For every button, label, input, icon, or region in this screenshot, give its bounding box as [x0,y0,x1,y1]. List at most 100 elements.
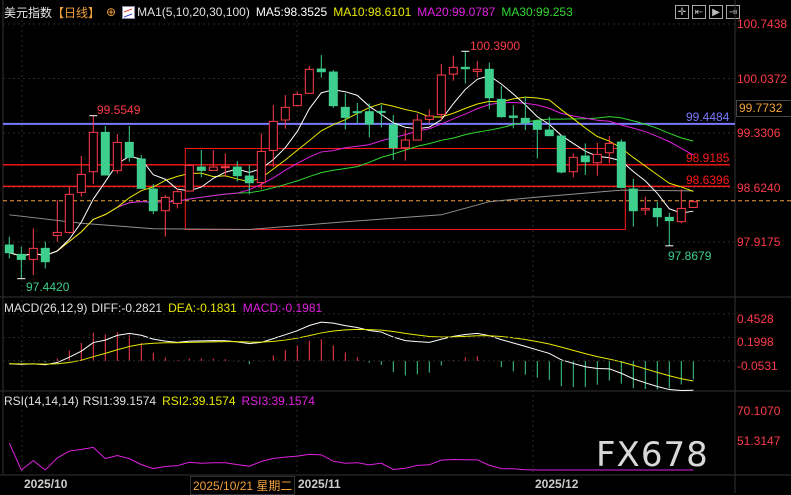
candle [16,253,26,260]
rsi-legend: RSI(14,14,14) RSI1:39.1574 RSI2:39.1574 … [4,394,315,408]
price-axis-label: 99.3306 [737,126,781,140]
candle [448,66,458,75]
date-label-oct: 2025/10 [24,477,68,491]
rsi-axis-label: 51.3147 [737,434,781,448]
move-end-icon[interactable]: ⇥ [726,5,740,19]
ma20-line [9,102,694,257]
candle [4,244,14,254]
period-label[interactable]: 【日线】 [52,5,101,20]
candle [280,106,290,121]
candle [640,207,650,211]
candle [184,164,194,192]
candle [352,111,362,114]
candle [196,166,206,171]
candle [556,135,566,173]
macd-axis-label: 0.1998 [737,335,774,349]
rsi2-value: RSI2:39.1574 [162,394,236,408]
candle [208,166,218,171]
candle [460,66,470,70]
macd-diff: DIFF:-0.2821 [91,301,163,315]
candle [652,207,662,218]
candle [436,74,446,115]
candle [292,93,302,107]
candle [112,141,122,172]
low-annotation: 97.4420 [26,280,70,294]
candle [520,117,530,124]
red-line-label: 98.6396 [686,173,730,187]
ma5-line [9,75,694,257]
add-icon[interactable]: ⊕ [106,5,117,19]
macd-name: MACD(26,12,9) [4,301,88,315]
candle [604,142,614,154]
candle [304,68,314,94]
price-axis-label: 98.6240 [737,181,781,195]
candle [268,120,278,151]
chart-toolbar: ✛ ⇤ ▶ ⇥ [675,5,740,19]
candle [64,193,74,233]
candle [688,201,698,208]
candle [568,156,578,173]
candle [172,191,182,204]
macd-dea-line [9,328,694,382]
macd-value: MACD:-0.1981 [242,301,323,315]
candle [244,175,254,184]
candle [28,247,38,260]
candle [592,153,602,164]
candle [256,150,266,183]
macd-legend: MACD(26,12,9) DIFF:-0.2821 DEA:-0.1831 M… [4,301,322,315]
high-annotation: 99.5549 [97,103,141,117]
macd-dea: DEA:-0.1831 [168,301,237,315]
ma10-value: MA10:98.6101 [333,5,412,19]
candle [472,68,482,72]
crosshair-icon[interactable]: ✛ [675,5,689,19]
move-left-icon[interactable]: ⇤ [692,5,706,19]
candle [88,131,98,173]
candle [124,141,134,158]
date-label-dec: 2025/12 [535,477,579,491]
macd-diff-line [9,321,694,391]
ma10-line [9,96,694,257]
candle [136,158,146,189]
candle [316,68,326,73]
candle [160,196,170,212]
candle [340,106,350,118]
candle [676,207,686,223]
macd-axis-label: -0.0531 [737,359,778,373]
peak-annotation: 100.3900 [470,39,521,53]
candle [580,155,590,163]
rsi-line [8,442,694,471]
instrument-title: 美元指数 [4,5,53,20]
candle [544,129,554,137]
recent-low-annotation: 97.8679 [668,249,712,263]
macd-axis-label: 0.4528 [737,312,774,326]
candle [628,188,638,212]
candle [364,111,374,125]
candle [616,141,626,188]
chart-header: 美元指数 【日线】 ⊕ MA1(5,10,20,30,100) MA5:98.3… [4,4,573,20]
candle [76,173,86,193]
price-axis-label: 100.0372 [737,72,788,86]
blue-line-label: 99.4484 [686,110,730,124]
candle [100,131,110,176]
candle [148,188,158,212]
candle [424,115,434,120]
price-axis-label: 97.9175 [737,235,781,249]
ma5-value: MA5:98.3525 [255,5,328,19]
ma20-value: MA20:99.0787 [417,5,496,19]
rsi-name: RSI(14,14,14) [4,394,79,408]
red-line-label: 98.9185 [686,151,730,165]
ma100-line [9,189,694,230]
candle [40,247,50,263]
crosshair-price-label: 99.7732 [736,100,791,117]
candle [400,139,410,149]
candle [508,115,518,118]
date-label-nov: 2025/11 [298,477,341,491]
rsi3-value: RSI3:39.1574 [241,394,315,408]
play-right-icon[interactable]: ▶ [709,5,723,19]
candle [388,124,398,149]
indicator-name[interactable]: MA1(5,10,20,30,100) [137,5,250,19]
ma-indicator-icon[interactable] [122,5,136,19]
candle [52,231,62,236]
candle [532,120,542,130]
